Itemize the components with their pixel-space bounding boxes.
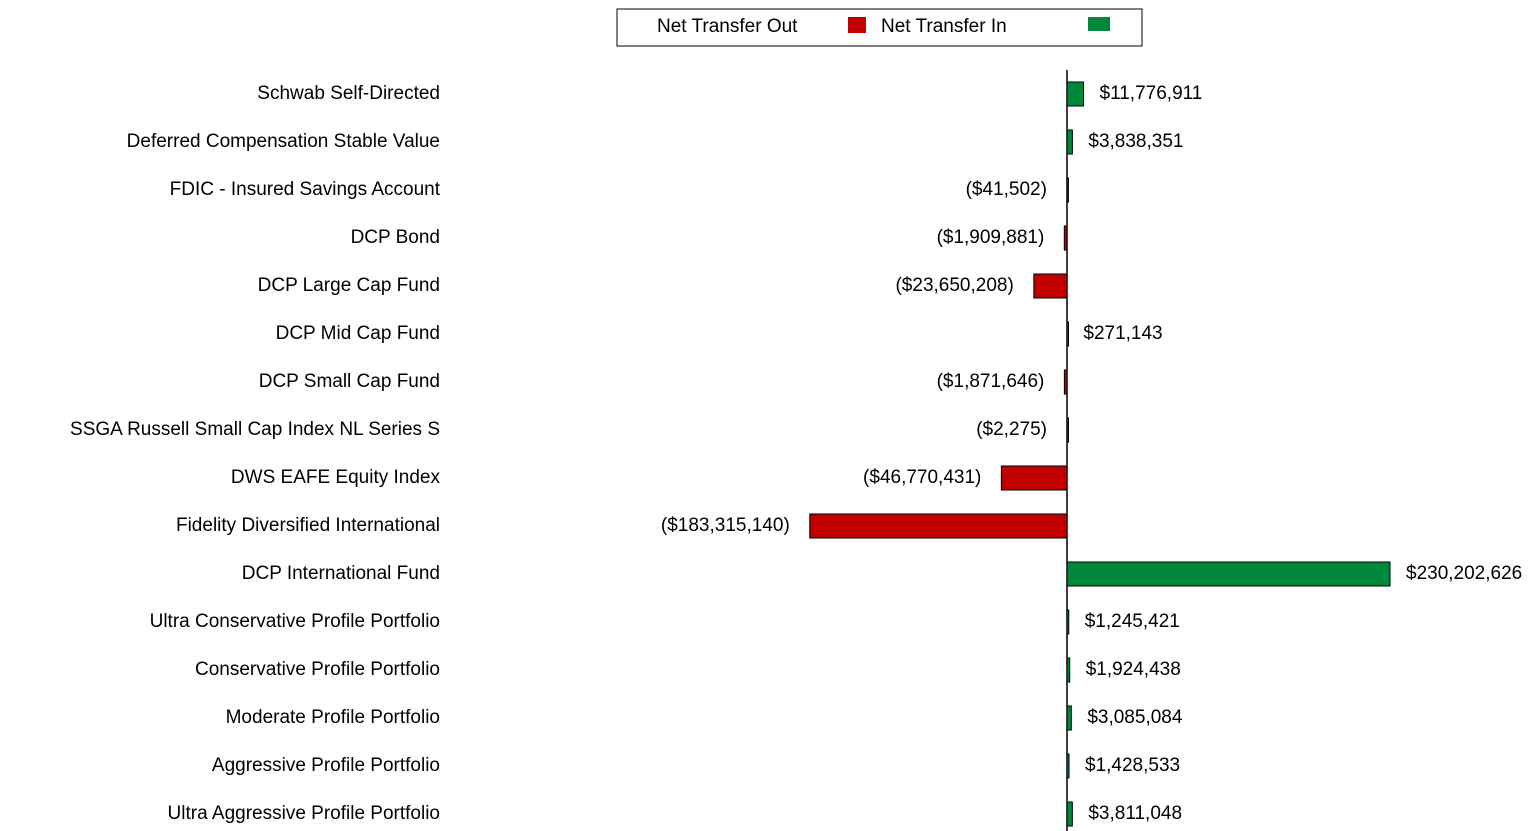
bar <box>1066 321 1069 347</box>
data-label: $1,924,438 <box>1086 659 1181 680</box>
legend-label: Net Transfer Out <box>657 16 798 37</box>
data-label: $1,428,533 <box>1085 755 1180 776</box>
bar <box>1066 417 1069 443</box>
data-label: $230,202,626 <box>1406 563 1522 584</box>
data-label: $3,838,351 <box>1088 131 1183 152</box>
category-label: DCP Small Cap Fund <box>259 371 440 392</box>
bar <box>1033 273 1068 299</box>
category-label: FDIC - Insured Savings Account <box>170 179 441 200</box>
category-label: Aggressive Profile Portfolio <box>212 755 440 776</box>
data-label: ($46,770,431) <box>863 467 981 488</box>
category-label: DCP Bond <box>351 227 440 248</box>
data-label: $11,776,911 <box>1100 83 1203 104</box>
data-label: ($41,502) <box>966 179 1047 200</box>
legend-swatch <box>1088 17 1110 31</box>
legend-label: Net Transfer In <box>881 16 1007 37</box>
category-label: Deferred Compensation Stable Value <box>127 131 440 152</box>
data-label: ($23,650,208) <box>895 275 1013 296</box>
bar <box>1066 609 1070 635</box>
bar <box>1066 753 1070 779</box>
legend-box <box>616 8 1143 47</box>
bar <box>1066 81 1085 107</box>
category-label: Schwab Self-Directed <box>257 83 440 104</box>
bar <box>1000 465 1068 491</box>
category-label: Moderate Profile Portfolio <box>226 707 440 728</box>
bar <box>1066 177 1069 203</box>
category-label: Ultra Conservative Profile Portfolio <box>150 611 440 632</box>
bar <box>1066 129 1073 155</box>
category-label: DWS EAFE Equity Index <box>231 467 441 488</box>
bar <box>1066 705 1072 731</box>
data-label: ($1,909,881) <box>937 227 1045 248</box>
category-label: DCP International Fund <box>242 563 440 584</box>
category-label: Fidelity Diversified International <box>176 515 440 536</box>
category-label: SSGA Russell Small Cap Index NL Series S <box>70 419 440 440</box>
data-label: $271,143 <box>1083 323 1162 344</box>
data-label: $1,245,421 <box>1085 611 1180 632</box>
legend-swatch <box>848 17 866 33</box>
category-label: Ultra Aggressive Profile Portfolio <box>168 803 440 824</box>
bar <box>1063 225 1068 251</box>
data-label: ($183,315,140) <box>661 515 790 536</box>
category-label: DCP Mid Cap Fund <box>276 323 440 344</box>
bar <box>1063 369 1068 395</box>
data-label: ($1,871,646) <box>937 371 1045 392</box>
data-label: $3,085,084 <box>1087 707 1183 728</box>
data-label: $3,811,048 <box>1088 803 1182 824</box>
bar <box>809 513 1068 539</box>
bar <box>1066 657 1071 683</box>
category-label: DCP Large Cap Fund <box>258 275 440 296</box>
data-label: ($2,275) <box>976 419 1047 440</box>
bar <box>1066 561 1391 587</box>
bar <box>1066 801 1073 827</box>
category-label: Conservative Profile Portfolio <box>195 659 440 680</box>
